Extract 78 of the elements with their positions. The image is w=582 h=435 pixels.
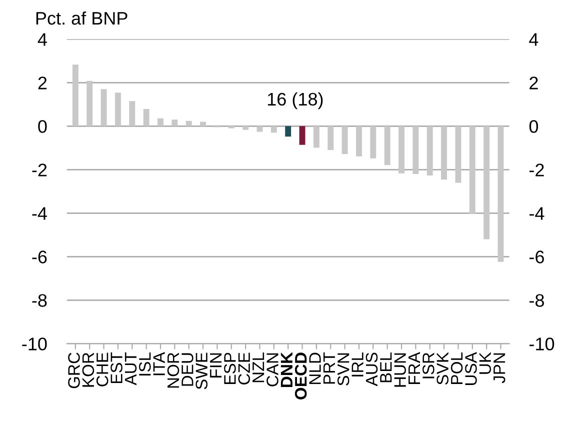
bar — [100, 89, 107, 126]
bar — [426, 126, 433, 176]
y2-tick-label: -10 — [529, 338, 554, 350]
bar — [342, 126, 348, 154]
y-tick-label: -2 — [32, 164, 47, 176]
x-tick-label: BEL — [380, 352, 392, 382]
y2-tick-label: -4 — [529, 207, 544, 220]
x-tick-label: DEU — [182, 353, 194, 386]
y-tick-label: 2 — [38, 76, 47, 90]
x-tick-label: NLD — [309, 352, 321, 384]
bar — [398, 126, 404, 174]
bar — [441, 126, 448, 180]
x-tick-label: OECD — [294, 352, 307, 400]
x-tick-label: AUT — [124, 352, 137, 386]
y-tick-label: -8 — [32, 294, 47, 307]
x-tick-label: ISL — [138, 352, 151, 376]
y2-tick-label: 4 — [529, 33, 538, 46]
bar — [484, 126, 490, 240]
x-tick-label: AUS — [366, 352, 378, 386]
x-tick-label: PRT — [323, 352, 335, 384]
y-tick-label: 0 — [38, 120, 47, 133]
bar — [270, 126, 277, 133]
bar — [158, 118, 164, 126]
y2-tick-label: -8 — [529, 294, 544, 307]
bar — [370, 126, 376, 158]
x-tick-label: GRC — [68, 352, 80, 388]
x-tick-label: ISR — [422, 352, 434, 378]
bar — [313, 126, 320, 148]
y2-tick-label: -6 — [529, 250, 544, 264]
bar — [299, 126, 306, 145]
bar — [172, 120, 178, 126]
x-tick-label: KOR — [82, 352, 94, 387]
y-tick-label: 4 — [38, 33, 47, 46]
bar — [72, 64, 78, 126]
x-tick-label: SWE — [196, 352, 208, 390]
annotation: 16 (18) — [268, 92, 323, 110]
x-tick-label: DNK — [280, 352, 292, 387]
bar — [114, 92, 121, 126]
x-tick-label: CZE — [238, 352, 250, 384]
x-tick-label: FRA — [408, 352, 420, 384]
bar — [256, 126, 263, 132]
bar — [285, 126, 292, 137]
x-tick-label: JPN — [494, 353, 506, 384]
bar — [186, 120, 192, 126]
y-tick-label: -4 — [32, 207, 47, 220]
x-tick-label: CAN — [266, 353, 278, 386]
x-tick-label: ESP — [224, 352, 236, 384]
x-tick-label: ITA — [153, 352, 165, 376]
bar — [328, 126, 334, 150]
x-tick-label: CHE — [96, 352, 108, 386]
bar — [469, 126, 476, 214]
bar — [455, 126, 462, 183]
y-axis-title: Pct. af BNP — [36, 11, 128, 25]
bar — [384, 126, 390, 166]
bar — [129, 101, 136, 126]
bar — [498, 126, 504, 262]
x-tick-label: NOR — [167, 352, 180, 388]
y2-tick-label: -2 — [529, 164, 544, 176]
bar — [412, 126, 419, 174]
y2-tick-label: 0 — [529, 120, 538, 133]
y2-tick-label: 2 — [530, 76, 538, 90]
bar — [200, 122, 206, 126]
x-tick-label: HUN — [394, 353, 406, 387]
x-tick-label: FIN — [210, 353, 222, 378]
x-tick-label: NZL — [252, 352, 264, 382]
x-tick-label: SVN — [337, 353, 350, 386]
bar — [86, 80, 93, 126]
x-tick-label: UK — [479, 352, 492, 374]
x-tick-label: POL — [450, 352, 463, 384]
x-tick-label: USA — [465, 352, 477, 385]
x-tick-label: EST — [110, 352, 122, 384]
y-tick-label: -6 — [32, 250, 47, 264]
bar — [356, 126, 362, 156]
bar — [242, 126, 249, 130]
y-tick-label: -10 — [22, 338, 47, 350]
x-tick-label: IRL — [352, 352, 364, 376]
bar — [143, 108, 150, 126]
x-tick-label: SVK — [436, 352, 449, 385]
